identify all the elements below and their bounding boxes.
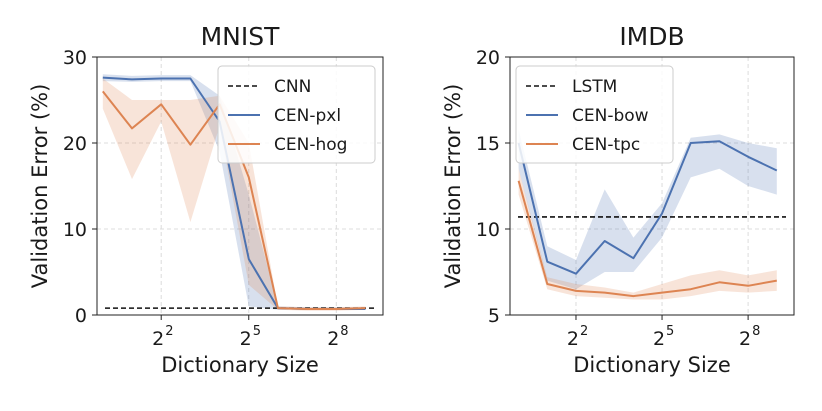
x-tick-exponent: 8 [752,324,760,339]
x-axis-label: Dictionary Size [573,353,731,377]
legend: LSTM CEN-bow CEN-tpc [515,65,674,164]
legend-label-cen-hog: CEN-hog [274,135,347,155]
legend-label-cnn: CNN [274,77,311,97]
legend-box [217,65,376,164]
series-line-cen-tpc [517,180,777,298]
legend-label-cen-pxl: CEN-pxl [274,106,341,126]
plot-frame [96,56,384,316]
y-tick-label: 0 [75,305,87,327]
y-tick-label: 10 [63,219,87,241]
x-tick-base: 2 [327,328,339,350]
x-tick-base: 2 [567,328,579,350]
legend: CNN CEN-pxl CEN-hog [217,65,376,164]
legend-box [515,65,674,164]
x-tick-exponent: 2 [580,324,588,339]
x-tick-base: 2 [653,328,665,350]
x-tick-exponent: 5 [666,324,674,339]
y-tick-label: 15 [476,133,500,155]
legend-label-lstm: LSTM [572,77,617,97]
y-tick-label: 30 [63,47,87,69]
x-tick-exponent: 5 [253,324,261,339]
x-axis-label: Dictionary Size [161,353,319,377]
y-tick-label: 10 [476,219,500,241]
y-axis-label: Validation Error (%) [441,84,465,289]
series-band-cen-bow [518,129,777,290]
x-tick-exponent: 8 [340,324,348,339]
y-tick-label: 20 [476,47,500,69]
y-axis-label: Validation Error (%) [28,84,52,289]
series-band-cen-tpc [518,168,777,300]
series-line-cen-bow [517,140,778,275]
x-tick-base: 2 [739,328,751,350]
legend-label-cen-tpc: CEN-tpc [572,135,640,155]
x-tick-exponent: 2 [165,324,173,339]
y-tick-label: 5 [488,305,500,327]
x-tick-base: 2 [152,328,164,350]
x-tick-base: 2 [240,328,252,350]
y-tick-label: 20 [63,133,87,155]
legend-label-cen-bow: CEN-bow [572,106,649,126]
chart-title: IMDB [619,22,684,51]
plot-frame [509,56,795,316]
chart-title: MNIST [201,22,281,51]
